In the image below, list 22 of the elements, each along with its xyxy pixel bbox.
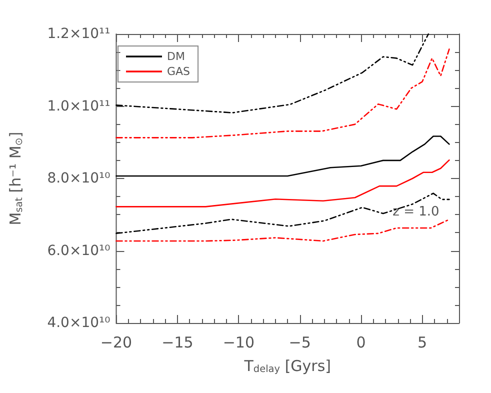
x-tick-label: −5	[288, 334, 311, 352]
line-series	[116, 48, 450, 138]
y-tick-label: 1.0×10¹¹	[47, 98, 110, 114]
line-series	[116, 159, 450, 208]
y-tick-label: 8.0×10¹⁰	[47, 170, 111, 186]
legend-label: GAS	[167, 65, 190, 78]
x-tick-label: 0	[356, 334, 366, 352]
y-tick-label: 1.2×10¹¹	[47, 26, 110, 42]
line-series	[116, 219, 449, 242]
y-tick-label: 4.0×10¹⁰	[47, 315, 111, 331]
x-axis-title: Tdelay [Gyrs]	[243, 356, 332, 375]
x-tick-label: 5	[418, 334, 428, 352]
annotation: z = 1.0	[392, 204, 440, 220]
y-axis-title: Msat [h⁻¹ M⊙]	[6, 132, 25, 226]
line-series	[116, 136, 450, 177]
x-tick-label: −20	[100, 334, 132, 352]
x-tick-label: −10	[222, 334, 254, 352]
line-series	[116, 33, 430, 114]
legend-label: DM	[167, 50, 185, 63]
x-tick-label: −15	[162, 334, 194, 352]
line-series	[116, 192, 450, 234]
y-tick-label: 6.0×10¹⁰	[47, 242, 111, 259]
